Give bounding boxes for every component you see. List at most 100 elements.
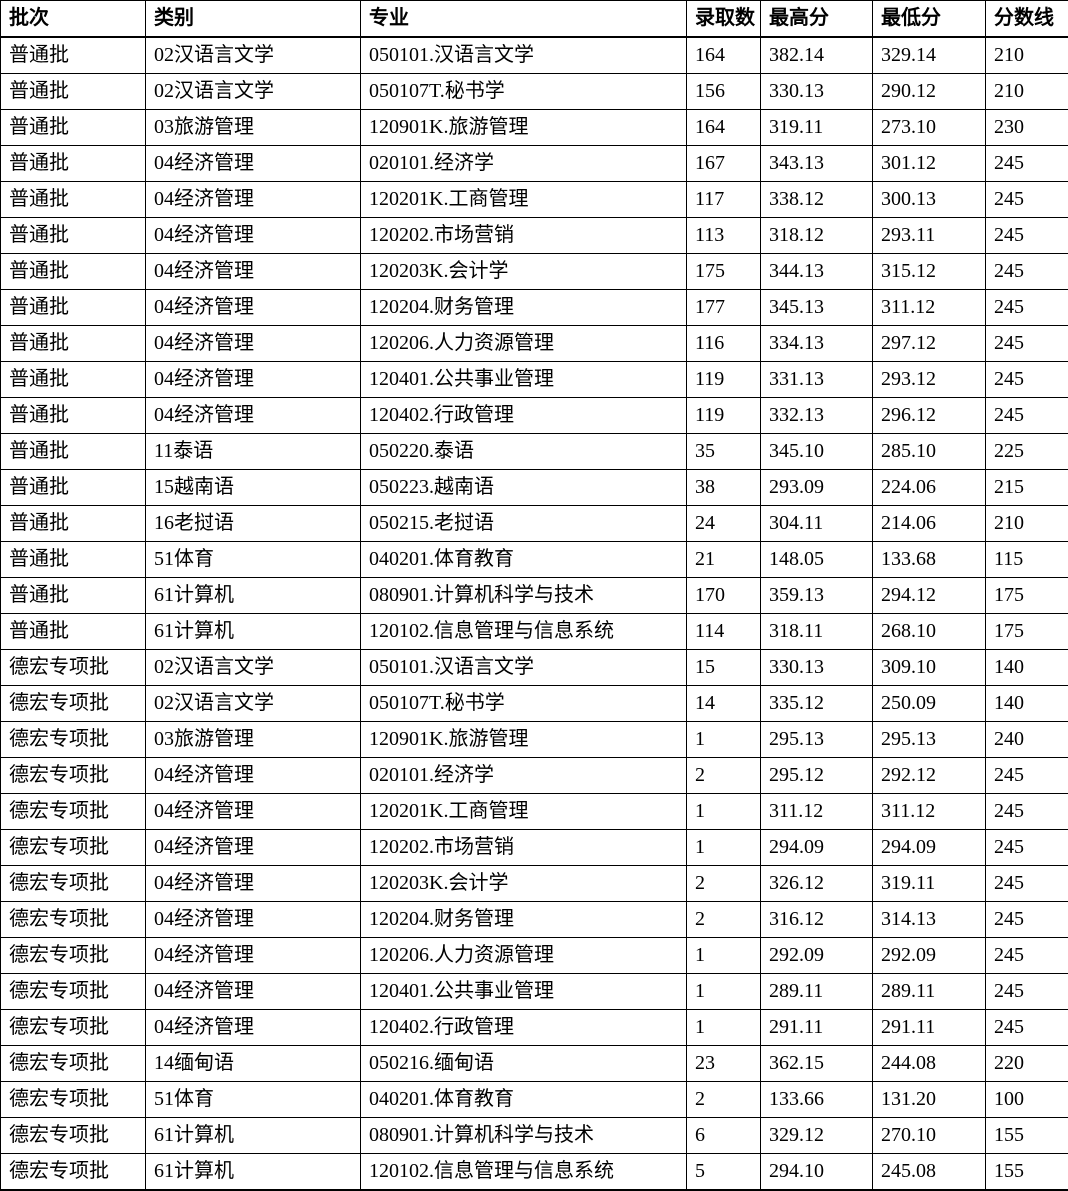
cell-category: 51体育: [146, 542, 361, 578]
cell-major: 120102.信息管理与信息系统: [361, 1154, 687, 1191]
cell-major: 040201.体育教育: [361, 542, 687, 578]
cell-admitted-count: 1: [687, 722, 761, 758]
cell-major: 120201K.工商管理: [361, 794, 687, 830]
cell-major: 120203K.会计学: [361, 254, 687, 290]
cell-max-score: 359.13: [761, 578, 873, 614]
cell-category: 04经济管理: [146, 1010, 361, 1046]
cell-major: 050220.泰语: [361, 434, 687, 470]
cell-min-score: 314.13: [873, 902, 986, 938]
cell-min-score: 294.09: [873, 830, 986, 866]
cell-cutoff-line: 210: [986, 74, 1068, 110]
cell-batch: 普通批: [1, 110, 146, 146]
cell-cutoff-line: 210: [986, 506, 1068, 542]
cell-cutoff-line: 245: [986, 218, 1068, 254]
cell-min-score: 224.06: [873, 470, 986, 506]
cell-batch: 普通批: [1, 74, 146, 110]
cell-cutoff-line: 245: [986, 902, 1068, 938]
cell-min-score: 293.12: [873, 362, 986, 398]
cell-category: 04经济管理: [146, 326, 361, 362]
cell-min-score: 290.12: [873, 74, 986, 110]
cell-min-score: 292.12: [873, 758, 986, 794]
cell-category: 03旅游管理: [146, 110, 361, 146]
cell-min-score: 245.08: [873, 1154, 986, 1191]
cell-batch: 德宏专项批: [1, 1082, 146, 1118]
cell-major: 120202.市场营销: [361, 830, 687, 866]
cell-max-score: 133.66: [761, 1082, 873, 1118]
cell-admitted-count: 35: [687, 434, 761, 470]
cell-batch: 德宏专项批: [1, 722, 146, 758]
cell-admitted-count: 23: [687, 1046, 761, 1082]
cell-category: 04经济管理: [146, 830, 361, 866]
cell-admitted-count: 2: [687, 866, 761, 902]
cell-major: 080901.计算机科学与技术: [361, 1118, 687, 1154]
cell-major: 120206.人力资源管理: [361, 938, 687, 974]
cell-major: 050223.越南语: [361, 470, 687, 506]
cell-min-score: 214.06: [873, 506, 986, 542]
cell-max-score: 318.11: [761, 614, 873, 650]
cell-admitted-count: 6: [687, 1118, 761, 1154]
cell-cutoff-line: 155: [986, 1118, 1068, 1154]
cell-category: 14缅甸语: [146, 1046, 361, 1082]
cell-max-score: 362.15: [761, 1046, 873, 1082]
cell-category: 11泰语: [146, 434, 361, 470]
cell-batch: 普通批: [1, 470, 146, 506]
cell-min-score: 295.13: [873, 722, 986, 758]
cell-cutoff-line: 240: [986, 722, 1068, 758]
cell-category: 04经济管理: [146, 362, 361, 398]
cell-category: 03旅游管理: [146, 722, 361, 758]
cell-min-score: 301.12: [873, 146, 986, 182]
cell-batch: 普通批: [1, 362, 146, 398]
cell-max-score: 293.09: [761, 470, 873, 506]
cell-batch: 普通批: [1, 146, 146, 182]
cell-batch: 德宏专项批: [1, 650, 146, 686]
cell-cutoff-line: 245: [986, 1010, 1068, 1046]
cell-admitted-count: 14: [687, 686, 761, 722]
cell-cutoff-line: 245: [986, 974, 1068, 1010]
cell-max-score: 289.11: [761, 974, 873, 1010]
cell-min-score: 296.12: [873, 398, 986, 434]
cell-max-score: 345.10: [761, 434, 873, 470]
cell-admitted-count: 167: [687, 146, 761, 182]
cell-batch: 普通批: [1, 506, 146, 542]
cell-max-score: 345.13: [761, 290, 873, 326]
cell-batch: 德宏专项批: [1, 1046, 146, 1082]
cell-category: 04经济管理: [146, 758, 361, 794]
cell-category: 04经济管理: [146, 254, 361, 290]
cell-min-score: 297.12: [873, 326, 986, 362]
cell-admitted-count: 114: [687, 614, 761, 650]
cell-category: 02汉语言文学: [146, 686, 361, 722]
cell-admitted-count: 24: [687, 506, 761, 542]
cell-major: 120204.财务管理: [361, 290, 687, 326]
cell-category: 51体育: [146, 1082, 361, 1118]
cell-batch: 普通批: [1, 37, 146, 74]
cell-batch: 德宏专项批: [1, 794, 146, 830]
cell-major: 120402.行政管理: [361, 398, 687, 434]
cell-category: 61计算机: [146, 1118, 361, 1154]
cell-cutoff-line: 245: [986, 794, 1068, 830]
cell-max-score: 331.13: [761, 362, 873, 398]
cell-admitted-count: 117: [687, 182, 761, 218]
cell-major: 040201.体育教育: [361, 1082, 687, 1118]
cell-category: 04经济管理: [146, 974, 361, 1010]
cell-category: 02汉语言文学: [146, 37, 361, 74]
cell-admitted-count: 2: [687, 1082, 761, 1118]
cell-cutoff-line: 245: [986, 290, 1068, 326]
cell-max-score: 332.13: [761, 398, 873, 434]
